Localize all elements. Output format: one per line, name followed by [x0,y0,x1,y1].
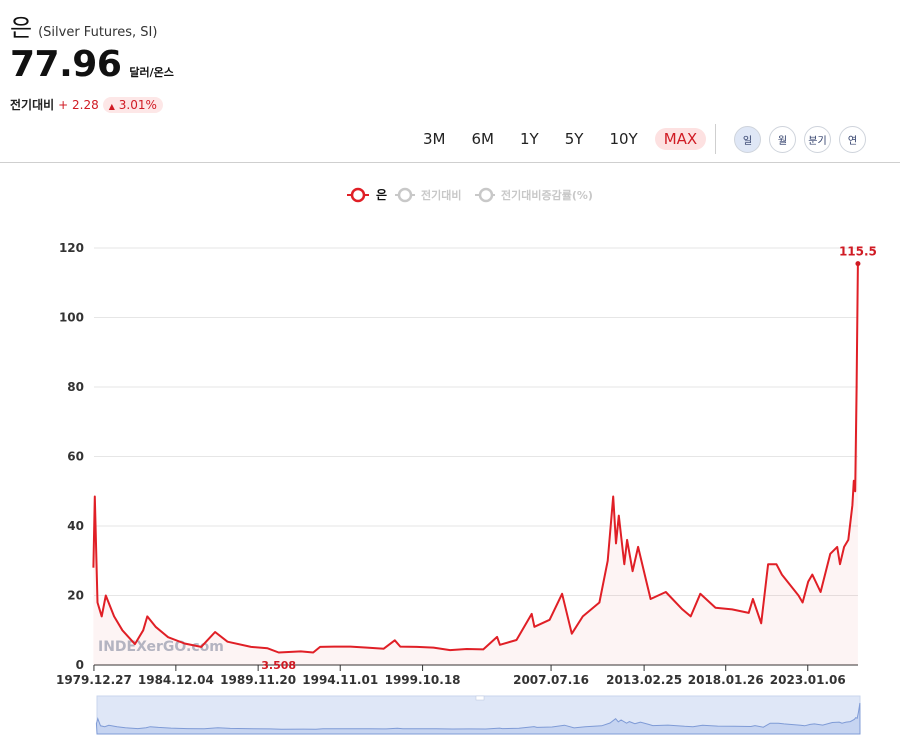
x-tick-label: 1984.12.04 [138,673,214,687]
x-tick-label: 2013.02.25 [606,673,682,687]
series-line [92,263,859,654]
legend-label-silver: 은 [376,188,387,202]
y-tick-label: 0 [76,658,84,672]
price-unit: 달러/온스 [129,66,174,79]
legend-item-silver[interactable]: 은 [347,187,387,203]
y-tick-label: 20 [67,589,84,603]
range-max[interactable]: MAX [654,128,707,150]
y-axis: 0 20 40 60 80 100 120 [59,241,84,672]
legend-item-change-pct[interactable]: 전기대비증감률(%) [475,187,593,203]
range-1y[interactable]: 1Y [520,130,539,148]
up-triangle-icon: ▲ [108,101,115,111]
change-row: 전기대비 + 2.28 ▲ 3.01% [10,96,163,113]
change-value: + 2.28 [58,97,99,112]
header: 은 (Silver Futures, SI) [10,8,157,43]
navigator[interactable] [95,695,861,735]
range-10y[interactable]: 10Y [609,130,638,148]
change-label: 전기대비 [10,98,55,112]
change-badge: ▲ 3.01% [102,96,163,113]
chart-legend: 은 전기대비 전기대비증감률(%) [347,187,593,203]
x-tick-label: 1979.12.27 [56,673,132,687]
period-daily[interactable]: 일 [734,126,761,153]
watermark: INDEXerGO.com [98,639,224,655]
x-tick-label: 2018.01.26 [688,673,764,687]
x-tick-label: 1999.10.18 [385,673,461,687]
x-axis: 1979.12.27 1984.12.04 1989.11.20 1994.11.01… [56,664,858,687]
navigator-series [95,702,861,735]
y-tick-label: 60 [67,450,84,464]
series-area [93,263,858,665]
series-silver [92,263,859,665]
x-tick-label: 1989.11.20 [220,673,296,687]
max-label: 115.5 [839,245,877,259]
x-tick-label: 2023.01.06 [770,673,846,687]
chart-annotations: 115.5 3.508 [261,245,877,672]
y-tick-label: 40 [67,519,84,533]
navigator-handle[interactable] [475,695,485,701]
range-6m[interactable]: 6M [471,130,495,148]
period-selector: 일 월 분기 연 [734,126,866,153]
min-label: 3.508 [261,659,296,672]
price-row: 77.96 달러/온스 [10,44,174,85]
x-tick-label: 2007.07.16 [513,673,589,687]
chart-grid [94,247,858,596]
period-yearly[interactable]: 연 [839,126,866,153]
separator [715,124,716,154]
y-tick-label: 100 [59,311,84,325]
y-tick-label: 80 [67,380,84,394]
range-selector: 3M 6M 1Y 5Y 10Y MAX [414,128,714,150]
range-3m[interactable]: 3M [423,130,446,148]
asset-name: 은 [10,14,33,42]
change-pct: 3.01% [118,97,157,112]
legend-label-change: 전기대비 [421,188,461,202]
current-price: 77.96 [10,44,122,85]
period-monthly[interactable]: 월 [769,126,796,153]
range-5y[interactable]: 5Y [564,130,584,148]
legend-item-change[interactable]: 전기대비 [395,187,461,203]
asset-subtitle: (Silver Futures, SI) [38,25,158,40]
max-point [855,261,861,267]
y-tick-label: 120 [59,241,84,255]
legend-label-change-pct: 전기대비증감률(%) [501,188,593,202]
header-divider [0,162,900,163]
period-quarterly[interactable]: 분기 [804,126,831,153]
x-tick-label: 1994.11.01 [302,673,378,687]
